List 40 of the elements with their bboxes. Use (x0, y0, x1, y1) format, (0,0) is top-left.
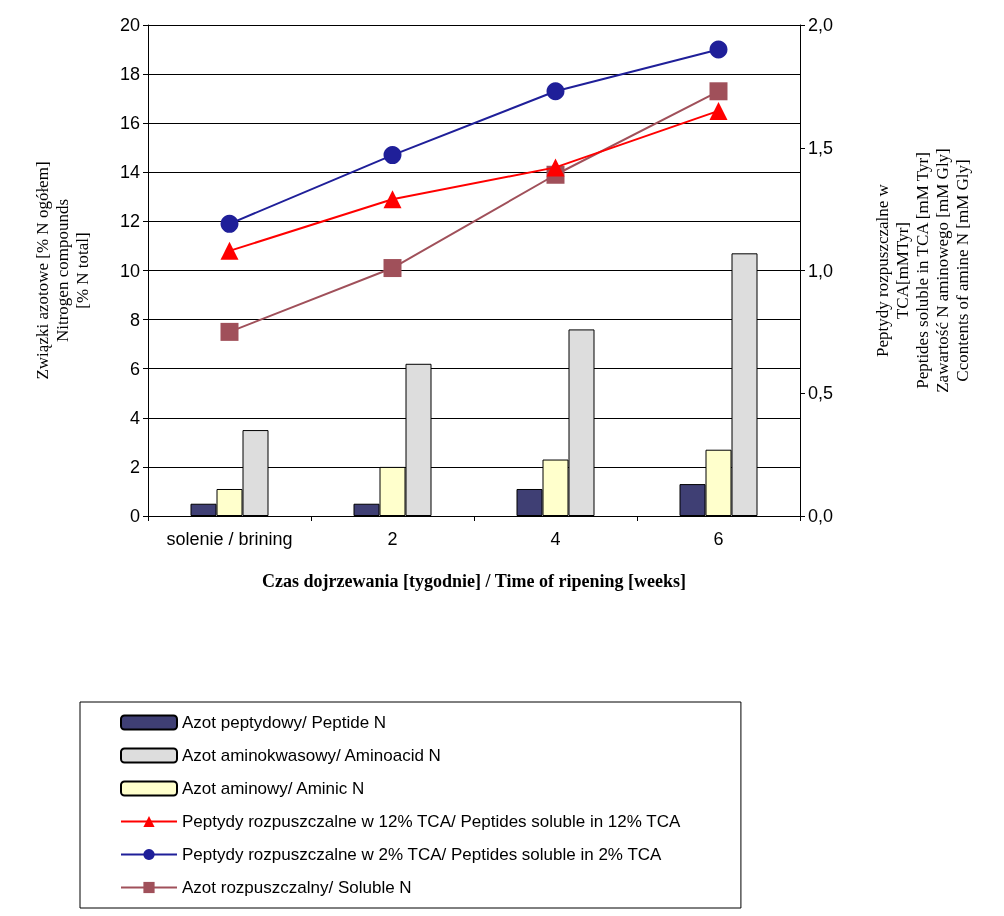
point (383, 190, 402, 209)
point (220, 214, 239, 233)
y-axis-title: Związki azotowe [% N ogółem] Nitrogen compounds [% N total] (32, 161, 92, 380)
point (709, 101, 728, 120)
point (220, 322, 239, 341)
y-tick-label: 4 (129, 407, 140, 428)
y2-tick-label: 2,0 (808, 15, 834, 35)
y-tick-label: 8 (129, 309, 140, 330)
point (383, 259, 402, 278)
y-tick-label: 12 (119, 211, 140, 232)
x-axis-title: Czas dojrzewania [tygodnie] / Time of ripening [weeks] (262, 571, 686, 591)
legend-label: Azot aminokwasowy/ Aminoacid N (182, 746, 441, 765)
y2-tick-label: 0,0 (808, 506, 834, 526)
y-tick-label: 0 (129, 506, 140, 526)
x-tick-label: 2 (387, 529, 398, 549)
y2-tick-label: 1,5 (808, 137, 834, 158)
legend-label: Azot aminowy/ Aminic N (182, 779, 365, 798)
y2-tick-label: 0,5 (808, 383, 834, 404)
y2-axis-title: Peptydy rozpuszczalne w TCA[mMTyr] Peptides soluble in TCA [mM Tyr] Zawartość N aminowego [mM Gly] Ccontents of amine N [mM Gly] (872, 148, 972, 393)
x-tick-label: 4 (550, 529, 561, 549)
y2-tick-label: 1,0 (808, 260, 834, 281)
x-tick-label: 6 (713, 529, 724, 549)
point (546, 158, 565, 177)
point (709, 82, 728, 101)
x-tick-label: solenie / brining (166, 529, 293, 549)
y-tick-label: 14 (119, 162, 140, 183)
y-tick-label: 10 (119, 260, 140, 281)
legend-label: Peptydy rozpuszczalne w 2% TCA/ Peptides soluble in 2% TCA (182, 845, 663, 864)
legend-label: Peptydy rozpuszczalne w 12% TCA/ Peptides soluble in 12% TCA (182, 812, 681, 831)
point (709, 40, 728, 59)
legend-label: Azot peptydowy/ Peptide N (182, 713, 387, 732)
y-tick-label: 2 (129, 456, 140, 477)
point (383, 146, 402, 165)
point (220, 241, 239, 260)
point (546, 82, 565, 101)
y-tick-label: 20 (119, 15, 140, 35)
y-tick-label: 6 (129, 358, 140, 379)
y-tick-label: 18 (119, 64, 140, 85)
legend-label: Azot rozpuszczalny/ Soluble N (182, 878, 412, 897)
y-tick-label: 16 (119, 113, 140, 134)
